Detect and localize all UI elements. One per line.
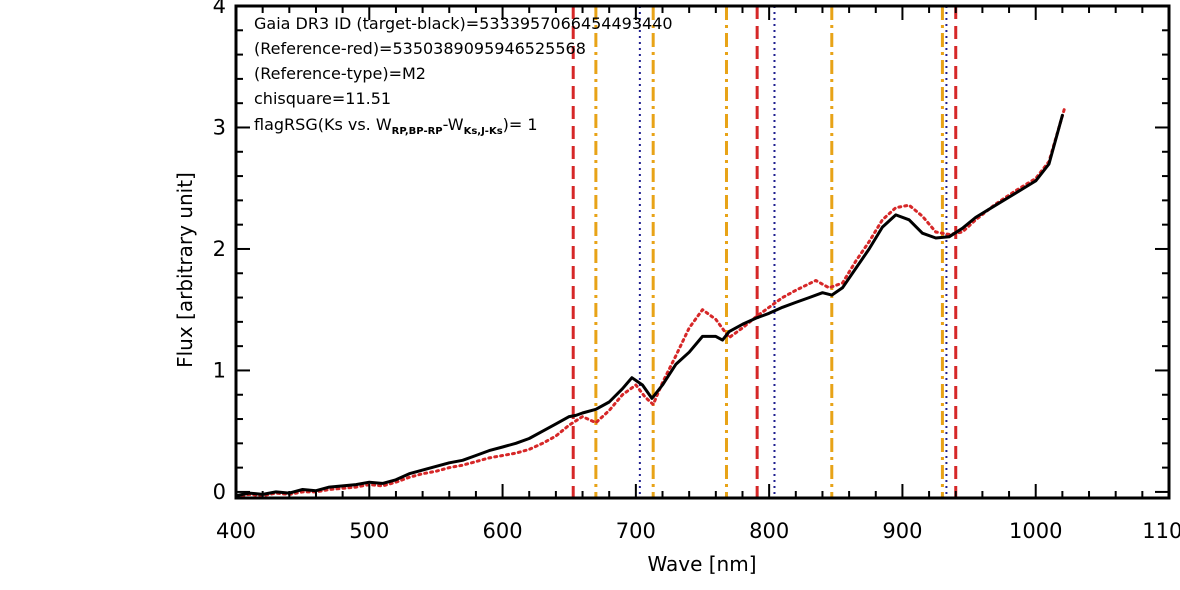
annotation-flag-prefix: flagRSG(Ks vs. W (254, 115, 392, 134)
plot-frame (234, 4, 1171, 500)
x-tick-label: 400 (216, 519, 256, 543)
x-tick-label: 900 (882, 519, 922, 543)
x-tick-label: 800 (749, 519, 789, 543)
x-tick-label: 600 (483, 519, 523, 543)
annotation-flag-rsg: flagRSG(Ks vs. WRP,BP-RP-WKs,J-Ks)= 1 (254, 115, 538, 137)
x-axis-label: Wave [nm] (647, 552, 756, 576)
y-axis-label: Flux [arbitrary unit] (173, 172, 197, 368)
spectral-line-markers (571, 6, 958, 498)
y-tick-label: 1 (213, 358, 226, 382)
annotation-flag-sub2: Ks,J-Ks (464, 126, 503, 137)
x-tick-label: 500 (349, 519, 389, 543)
spectra-series (236, 105, 1067, 498)
y-tick-label: 2 (213, 237, 226, 261)
y-tick-label: 4 (213, 0, 226, 18)
annotation-flag-sub1: RP,BP-RP (392, 126, 443, 137)
y-tick-label: 3 (213, 115, 226, 139)
annotation-reference-type: (Reference-type)=M2 (254, 64, 426, 83)
y-tick-label: 0 (213, 480, 226, 504)
x-tick-label: 700 (616, 519, 656, 543)
annotation-reference-id: (Reference-red)=5350389095946525568 (254, 39, 586, 58)
reference-spectrum-line-1 (236, 105, 1067, 498)
target-spectrum-line-0 (236, 113, 1064, 498)
y-axis-ticks: 0 1 2 3 4 (213, 0, 1169, 504)
annotation-flag-mid: -W (443, 115, 464, 134)
annotation-block: Gaia DR3 ID (target-black)=5333957066454… (254, 14, 673, 137)
annotation-chisquare: chisquare=11.51 (254, 89, 391, 108)
annotation-gaia-id: Gaia DR3 ID (target-black)=5333957066454… (254, 14, 673, 33)
x-tick-label: 1000 (1009, 519, 1062, 543)
annotation-flag-suffix: )= 1 (503, 115, 538, 134)
